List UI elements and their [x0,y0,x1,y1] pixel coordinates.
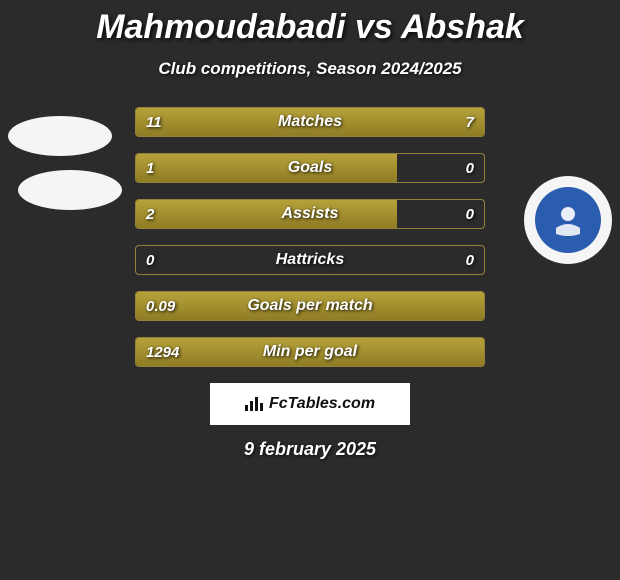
date-text: 9 february 2025 [0,439,620,460]
player-right-avatar [524,176,612,264]
bar-chart-icon [245,397,263,411]
stat-value-left: 11 [146,108,162,136]
bar-fill-left [136,108,348,136]
stat-value-left: 2 [146,200,154,228]
stat-bar: 20Assists [135,199,485,229]
bar-fill-right [348,108,484,136]
stat-bar: 0.09Goals per match [135,291,485,321]
stat-value-left: 0.09 [146,292,175,320]
player-left-avatar-2 [18,170,122,210]
bar-fill [136,338,484,366]
stat-value-right: 7 [466,108,474,136]
comparison-bars: 117Matches10Goals20Assists00Hattricks0.0… [135,107,485,367]
stat-bar: 10Goals [135,153,485,183]
stat-bar: 1294Min per goal [135,337,485,367]
player-left-avatar-1 [8,116,112,156]
bar-fill-left [136,154,397,182]
stat-value-right: 0 [466,246,474,274]
brand-badge[interactable]: FcTables.com [210,383,410,425]
stat-value-right: 0 [466,200,474,228]
stat-value-left: 1 [146,154,154,182]
stat-value-left: 1294 [146,338,179,366]
bar-fill-left [136,200,397,228]
stat-value-right: 0 [466,154,474,182]
page-title: Mahmoudabadi vs Abshak [0,0,620,47]
subtitle: Club competitions, Season 2024/2025 [0,59,620,79]
bar-fill [136,292,484,320]
stat-label: Hattricks [136,246,484,274]
brand-text: FcTables.com [269,395,375,413]
stat-bar: 0 0Hattricks [135,245,485,275]
club-crest-icon [535,187,601,253]
stat-bar: 117Matches [135,107,485,137]
stat-value-left: 0 [146,246,154,274]
